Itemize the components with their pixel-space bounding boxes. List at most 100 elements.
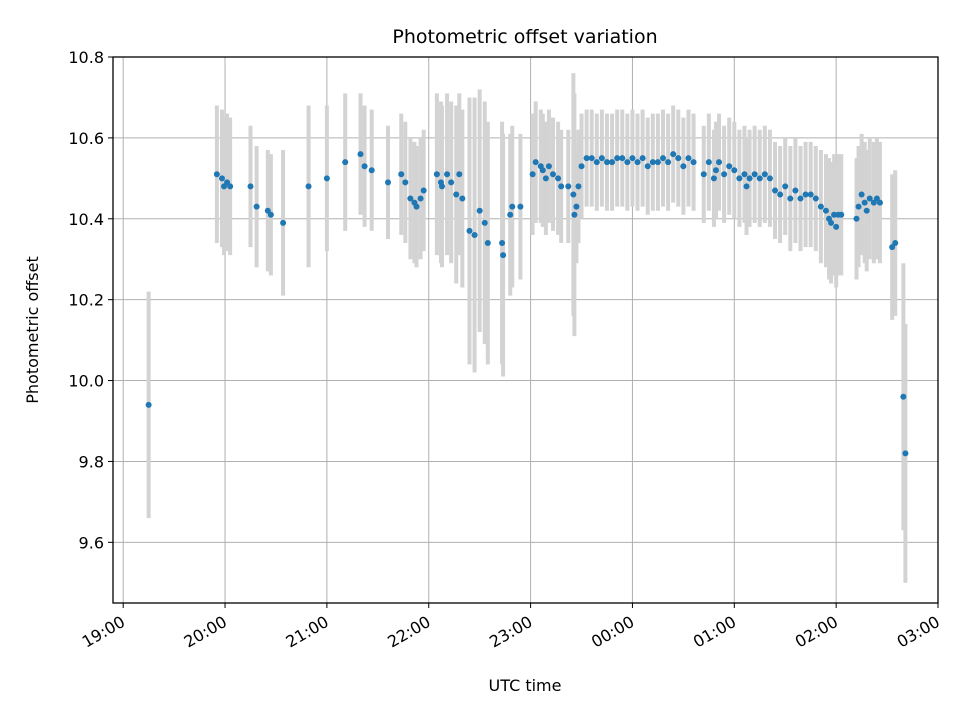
data-point: [716, 159, 723, 166]
data-points: [145, 151, 909, 457]
data-point: [218, 175, 225, 182]
data-point: [807, 191, 814, 198]
data-point: [603, 159, 610, 166]
x-axis-ticks: 19:00 20:00 21:00 22:00 23:00 00:00 01:00 02:00…: [79, 603, 943, 652]
data-point: [368, 167, 375, 174]
data-point: [639, 155, 646, 162]
data-point: [280, 219, 287, 226]
data-point: [900, 393, 907, 400]
x-tick-label: 01:00: [690, 612, 739, 652]
data-point: [481, 219, 488, 226]
data-point: [902, 450, 909, 457]
data-point: [213, 171, 220, 178]
data-point: [614, 155, 621, 162]
data-point: [855, 203, 862, 210]
data-point: [578, 163, 585, 170]
data-point: [583, 155, 590, 162]
data-point: [680, 163, 687, 170]
data-point: [342, 159, 349, 166]
data-point: [539, 167, 546, 174]
data-point: [542, 175, 549, 182]
data-point: [145, 401, 152, 408]
data-point: [361, 163, 368, 170]
data-point: [550, 171, 556, 178]
y-tick-label: 9.8: [79, 452, 104, 471]
data-point: [822, 207, 829, 214]
y-axis-ticks: 9.6 9.8 10.0 10.2 10.4 10.6 10.8: [68, 48, 113, 552]
data-point: [853, 215, 860, 222]
data-point: [500, 252, 507, 259]
data-point: [866, 195, 873, 202]
data-point: [787, 195, 794, 202]
data-point: [736, 175, 743, 182]
data-point: [741, 171, 748, 178]
y-tick-label: 10.6: [68, 129, 104, 148]
data-point: [700, 171, 707, 178]
data-point: [448, 179, 455, 186]
x-tick-label: 22:00: [384, 612, 433, 652]
data-point: [863, 207, 870, 214]
data-point: [466, 227, 473, 234]
data-point: [792, 187, 799, 194]
data-point: [746, 175, 753, 182]
data-point: [743, 183, 750, 190]
data-point: [756, 175, 763, 182]
data-point: [398, 171, 405, 178]
x-tick-label: 21:00: [282, 612, 331, 652]
data-point: [710, 175, 717, 182]
data-point: [634, 159, 641, 166]
data-point: [575, 183, 582, 190]
x-tick-label: 03:00: [894, 612, 943, 652]
data-point: [323, 175, 330, 182]
y-tick-label: 10.2: [68, 291, 104, 310]
data-point: [685, 155, 692, 162]
data-point: [812, 195, 819, 202]
data-point: [444, 171, 451, 178]
data-point: [438, 183, 445, 190]
data-point: [598, 155, 605, 162]
data-point: [417, 195, 424, 202]
data-point: [772, 187, 779, 194]
data-point: [484, 240, 491, 247]
data-point: [644, 163, 651, 170]
y-tick-label: 10.4: [68, 210, 104, 229]
data-point: [828, 219, 835, 226]
data-point: [433, 171, 440, 178]
data-point: [690, 159, 697, 166]
data-point: [532, 159, 539, 166]
data-point: [721, 171, 728, 178]
data-point: [573, 203, 580, 210]
x-tick-label: 00:00: [588, 612, 637, 652]
data-point: [267, 211, 274, 218]
data-point: [545, 163, 552, 170]
x-tick-label: 02:00: [792, 612, 841, 652]
data-point: [507, 211, 514, 218]
data-point: [670, 151, 677, 158]
data-point: [471, 231, 478, 238]
data-point: [571, 211, 578, 218]
data-point: [833, 223, 840, 230]
data-point: [861, 199, 868, 206]
data-point: [777, 191, 784, 198]
data-point: [619, 155, 626, 162]
data-point: [731, 167, 738, 174]
data-point: [665, 159, 672, 166]
data-point: [782, 183, 789, 190]
x-tick-label: 19:00: [79, 612, 128, 652]
data-point: [357, 151, 364, 158]
data-point: [761, 171, 768, 178]
data-point: [305, 183, 312, 190]
data-point: [402, 179, 409, 186]
data-point: [459, 195, 466, 202]
y-tick-label: 10.0: [68, 372, 104, 391]
grid-lines: [113, 56, 939, 603]
data-point: [593, 159, 600, 166]
data-point: [555, 175, 562, 182]
data-point: [654, 159, 661, 166]
data-point: [660, 155, 666, 162]
plot-frame: [112, 56, 939, 604]
data-point: [751, 171, 758, 178]
data-point: [629, 155, 636, 162]
data-point: [570, 191, 577, 198]
